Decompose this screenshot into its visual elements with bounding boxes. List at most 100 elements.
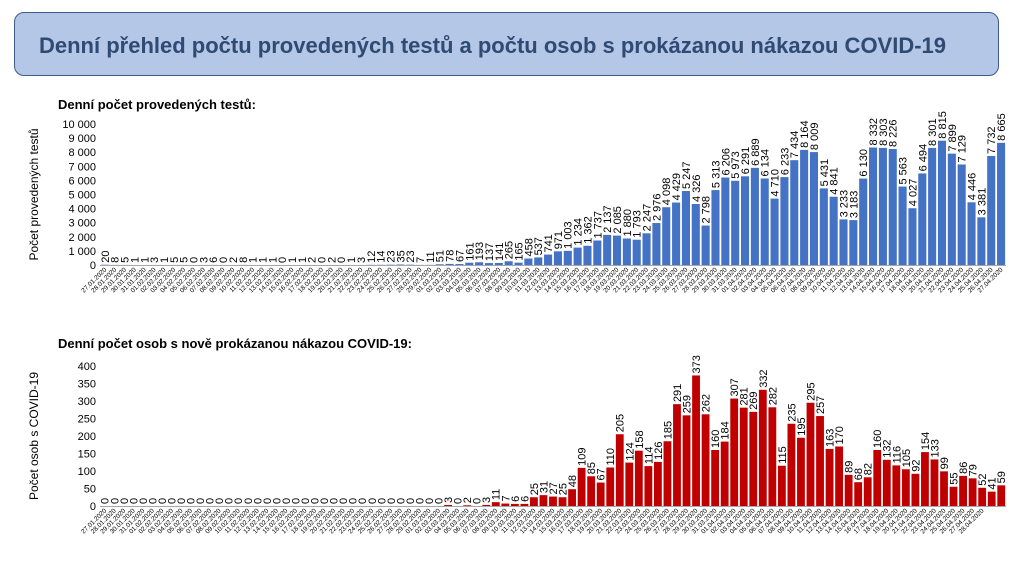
tests-bar [809,152,819,265]
tests-bar [760,178,769,265]
tests-data-label: 1 [129,257,141,263]
tests-data-label: 6 134 [760,149,772,177]
cases-y-tick-label: 400 [78,361,96,373]
tests-y-tick-label: 10 000 [62,119,96,131]
cases-data-label: 0 [243,498,255,504]
tests-data-label: 3 183 [848,191,860,219]
cases-y-tick-label: 100 [78,466,96,478]
cases-data-label: 0 [367,498,379,504]
cases-bar [882,459,891,506]
tests-y-tick-label: 5 000 [68,190,96,202]
cases-data-label: 0 [262,498,274,504]
cases-bar [682,415,691,506]
tests-bar [524,258,533,265]
tests-bar [701,225,710,265]
tests-data-label: 7 732 [986,126,998,154]
tests-bar [652,223,661,265]
cases-bar [777,465,786,506]
tests-bar [918,173,927,265]
cases-data-label: 205 [615,414,627,432]
tests-bar [987,155,996,265]
tests-data-label: 1 [267,257,279,263]
cases-data-label: 133 [929,439,941,457]
tests-y-tick-label: 8 000 [68,147,96,159]
cases-data-label: 6 [519,496,531,502]
tests-data-label: 1 [159,257,171,263]
tests-data-label: 4 027 [907,179,919,207]
tests-data-label: 5 431 [819,159,831,187]
cases-data-label: 0 [338,498,350,504]
cases-bar [577,467,586,506]
tests-data-label: 2 [326,257,338,263]
tests-bar [612,235,622,265]
tests-bar [662,207,671,265]
tests-data-label: 141 [494,243,506,261]
tests-data-label: 4 098 [661,178,673,206]
tests-data-label: 6 494 [917,144,929,172]
cases-data-label: 160 [710,430,722,448]
tests-data-label: 8 [110,257,122,263]
tests-data-label: 6 889 [750,138,762,166]
cases-bar [482,504,491,506]
tests-bar [849,220,858,265]
tests-data-label: 1 234 [573,218,585,246]
cases-data-label: 0 [310,498,322,504]
tests-data-label: 35 [395,250,407,262]
cases-data-label: 85 [586,462,598,474]
tests-bar [770,198,779,265]
cases-bar [673,404,681,506]
tests-bar [603,234,612,265]
cases-y-tick-label: 0 [90,501,96,513]
tests-data-label: 8 815 [937,111,949,139]
cases-y-tick-label: 300 [78,396,96,408]
cases-bar [835,446,844,506]
tests-y-axis-label: Počet provedených testů [27,128,41,260]
cases-data-label: 114 [643,447,655,465]
tests-data-label: 2 137 [602,205,614,233]
tests-data-label: 537 [533,237,545,255]
cases-data-label: 257 [815,396,827,414]
cases-bar [653,461,662,506]
tests-data-label: 137 [484,243,496,261]
cases-bar [549,496,557,506]
tests-bar [997,142,1006,265]
cases-data-label: 0 [214,498,226,504]
tests-bar [573,247,582,265]
tests-bar [583,245,592,265]
cases-data-label: 0 [128,498,140,504]
tests-y-tick-label: 1 000 [68,246,96,258]
cases-y-tick-label: 200 [78,431,96,443]
cases-data-label: 0 [357,498,369,504]
tests-bar [740,176,750,265]
cases-data-label: 0 [186,498,198,504]
tests-data-label: 2 [228,257,240,263]
cases-data-label: 126 [653,442,665,460]
tests-bar [731,180,740,265]
cases-data-label: 0 [195,498,207,504]
tests-bar [711,190,720,265]
cases-bar [854,482,863,506]
cases-bar [692,375,700,506]
cases-bar [949,486,958,506]
cases-bar [892,465,901,506]
tests-data-label: 7 [415,257,427,263]
cases-data-label: 55 [949,473,961,485]
cases-data-label: 3 [481,497,493,503]
cases-data-label: 0 [233,498,245,504]
tests-data-label: 1 362 [582,216,594,244]
tests-data-label: 6 130 [858,149,870,177]
cases-data-label: 259 [681,395,693,413]
page-title: Denní přehled počtu provedených testů a … [39,33,947,58]
cases-data-label: 0 [414,498,426,504]
tests-data-label: 1 [287,257,299,263]
cases-bar [844,474,853,506]
tests-bar [869,147,878,265]
tests-data-label: 1 793 [632,210,644,238]
tests-data-label: 971 [553,231,565,249]
cases-data-label: 184 [720,421,732,439]
tests-y-tick-label: 0 [90,260,96,272]
cases-bar [568,489,576,506]
tests-data-label: 1 [257,257,269,263]
cases-data-label: 195 [796,417,808,435]
cases-bar [739,407,748,506]
